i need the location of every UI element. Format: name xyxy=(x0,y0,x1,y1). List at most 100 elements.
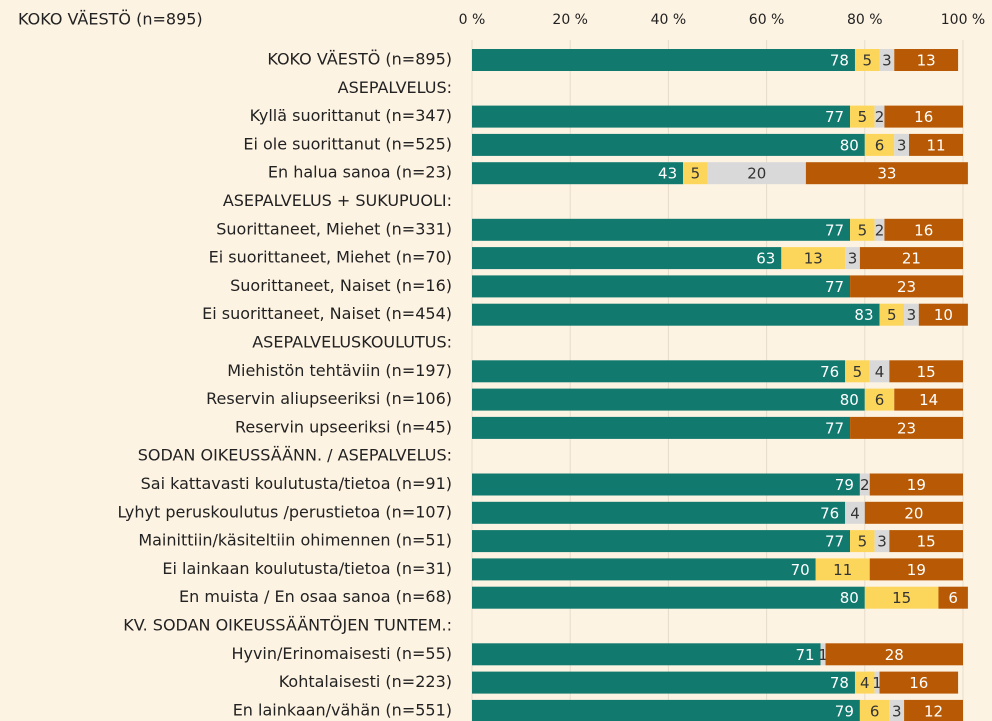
bar-segment xyxy=(472,275,851,298)
data-label: 2 xyxy=(860,476,870,494)
data-label: 5 xyxy=(858,533,868,551)
bar-segment xyxy=(845,247,860,270)
data-label: 5 xyxy=(862,52,872,70)
data-label: 76 xyxy=(820,504,839,522)
data-label: 3 xyxy=(892,702,902,720)
data-label: 3 xyxy=(897,136,907,154)
y-tick-label: Ei ole suorittanut (n=525) xyxy=(243,134,452,153)
data-label: 5 xyxy=(853,363,863,381)
bar-segment xyxy=(845,501,865,524)
bar-segment xyxy=(859,247,963,270)
x-tick-label: 20 % xyxy=(552,12,588,28)
data-label: 5 xyxy=(691,165,701,183)
data-label: 1 xyxy=(872,674,882,692)
bar-segment xyxy=(869,558,963,581)
bar-segment xyxy=(472,247,782,270)
bar-segment xyxy=(874,671,880,694)
bar-segment xyxy=(869,473,963,496)
y-tick-label: ASEPALVELUS + SUKUPUOLI: xyxy=(223,191,452,210)
data-label: 6 xyxy=(875,391,885,409)
bar-segment xyxy=(472,558,816,581)
data-label: 77 xyxy=(825,278,844,296)
data-label: 14 xyxy=(919,391,938,409)
bar-segment xyxy=(472,303,880,326)
bar-segment xyxy=(472,218,851,241)
y-tick-label: Lyhyt peruskoulutus /perustietoa (n=107) xyxy=(117,502,452,521)
y-tick-label: ASEPALVELUSKOULUTUS: xyxy=(252,333,452,352)
x-tick-label: 80 % xyxy=(847,12,883,28)
bar-segment xyxy=(781,247,846,270)
bar-segment xyxy=(879,49,895,71)
bar-segment xyxy=(472,416,851,439)
bar-segment xyxy=(845,360,870,383)
data-label: 43 xyxy=(658,165,677,183)
data-label: 16 xyxy=(914,108,933,126)
data-label: 15 xyxy=(892,589,911,607)
bar-segment xyxy=(859,473,870,496)
y-tick-label: Suorittaneet, Naiset (n=16) xyxy=(230,276,452,295)
bar-segment xyxy=(889,699,905,721)
data-label: 3 xyxy=(877,533,887,551)
data-label: 23 xyxy=(897,419,916,437)
bar-segment xyxy=(472,49,855,71)
y-tick-label: ASEPALVELUS: xyxy=(338,78,452,97)
data-label: 23 xyxy=(897,278,916,296)
data-label: 77 xyxy=(825,221,844,239)
bar-segment xyxy=(683,162,708,185)
bar-segment xyxy=(825,643,963,666)
chart-title: KOKO VÄESTÖ (n=895) xyxy=(18,10,203,29)
data-label: 11 xyxy=(833,561,852,579)
bar-segment xyxy=(850,530,875,553)
bar-segment xyxy=(472,162,684,185)
data-label: 77 xyxy=(825,108,844,126)
bar-segment xyxy=(938,586,968,609)
data-label: 2 xyxy=(875,108,885,126)
y-tick-label: KV. SODAN OIKEUSSÄÄNTÖJEN TUNTEM.: xyxy=(123,616,452,635)
bar-segment xyxy=(904,303,919,326)
bar-segment xyxy=(472,586,865,609)
data-label: 16 xyxy=(909,674,928,692)
data-label: 3 xyxy=(882,52,892,70)
y-tick-label: En halua sanoa (n=23) xyxy=(268,163,452,182)
bar-segment xyxy=(874,105,885,128)
bar-segment xyxy=(904,699,963,721)
bar-segment xyxy=(879,671,959,694)
data-label: 10 xyxy=(934,306,953,324)
data-label: 5 xyxy=(858,221,868,239)
bar-segment xyxy=(707,162,806,185)
y-tick-label: Reservin aliupseeriksi (n=106) xyxy=(206,389,452,408)
data-label: 6 xyxy=(875,136,885,154)
y-tick-label: Kohtalaisesti (n=223) xyxy=(279,672,452,691)
y-tick-label: KOKO VÄESTÖ (n=895) xyxy=(267,50,452,69)
data-label: 13 xyxy=(804,250,823,268)
bar-segment xyxy=(864,133,895,156)
bar-segment xyxy=(850,105,875,128)
bar-segment xyxy=(889,530,963,553)
bar-segment xyxy=(889,360,963,383)
data-label: 80 xyxy=(840,391,859,409)
y-tick-label: Ei suorittaneet, Naiset (n=454) xyxy=(202,304,452,323)
bar-segment xyxy=(854,49,880,71)
y-tick-label: Hyvin/Erinomaisesti (n=55) xyxy=(231,644,452,663)
data-label: 4 xyxy=(875,363,885,381)
y-tick-label: Reservin upseeriksi (n=45) xyxy=(235,417,452,436)
data-label: 19 xyxy=(907,561,926,579)
bar-segment xyxy=(820,643,826,666)
data-label: 13 xyxy=(917,52,936,70)
y-tick-label: En lainkaan/vähän (n=551) xyxy=(233,700,452,719)
y-tick-label: Mainittiin/käsiteltiin ohimennen (n=51) xyxy=(138,531,452,550)
y-tick-label: Kyllä suorittanut (n=347) xyxy=(250,106,452,125)
y-tick-label: Suorittaneet, Miehet (n=331) xyxy=(216,219,452,238)
data-label: 77 xyxy=(825,533,844,551)
bar-segment xyxy=(472,105,851,128)
data-label: 78 xyxy=(830,52,849,70)
data-label: 16 xyxy=(914,221,933,239)
x-tick-label: 40 % xyxy=(651,12,687,28)
data-label: 11 xyxy=(926,136,945,154)
data-label: 80 xyxy=(840,136,859,154)
y-tick-label: Sai kattavasti koulutusta/tietoa (n=91) xyxy=(141,474,452,493)
data-label: 70 xyxy=(791,561,810,579)
data-label: 19 xyxy=(907,476,926,494)
bar-segment xyxy=(864,501,963,524)
